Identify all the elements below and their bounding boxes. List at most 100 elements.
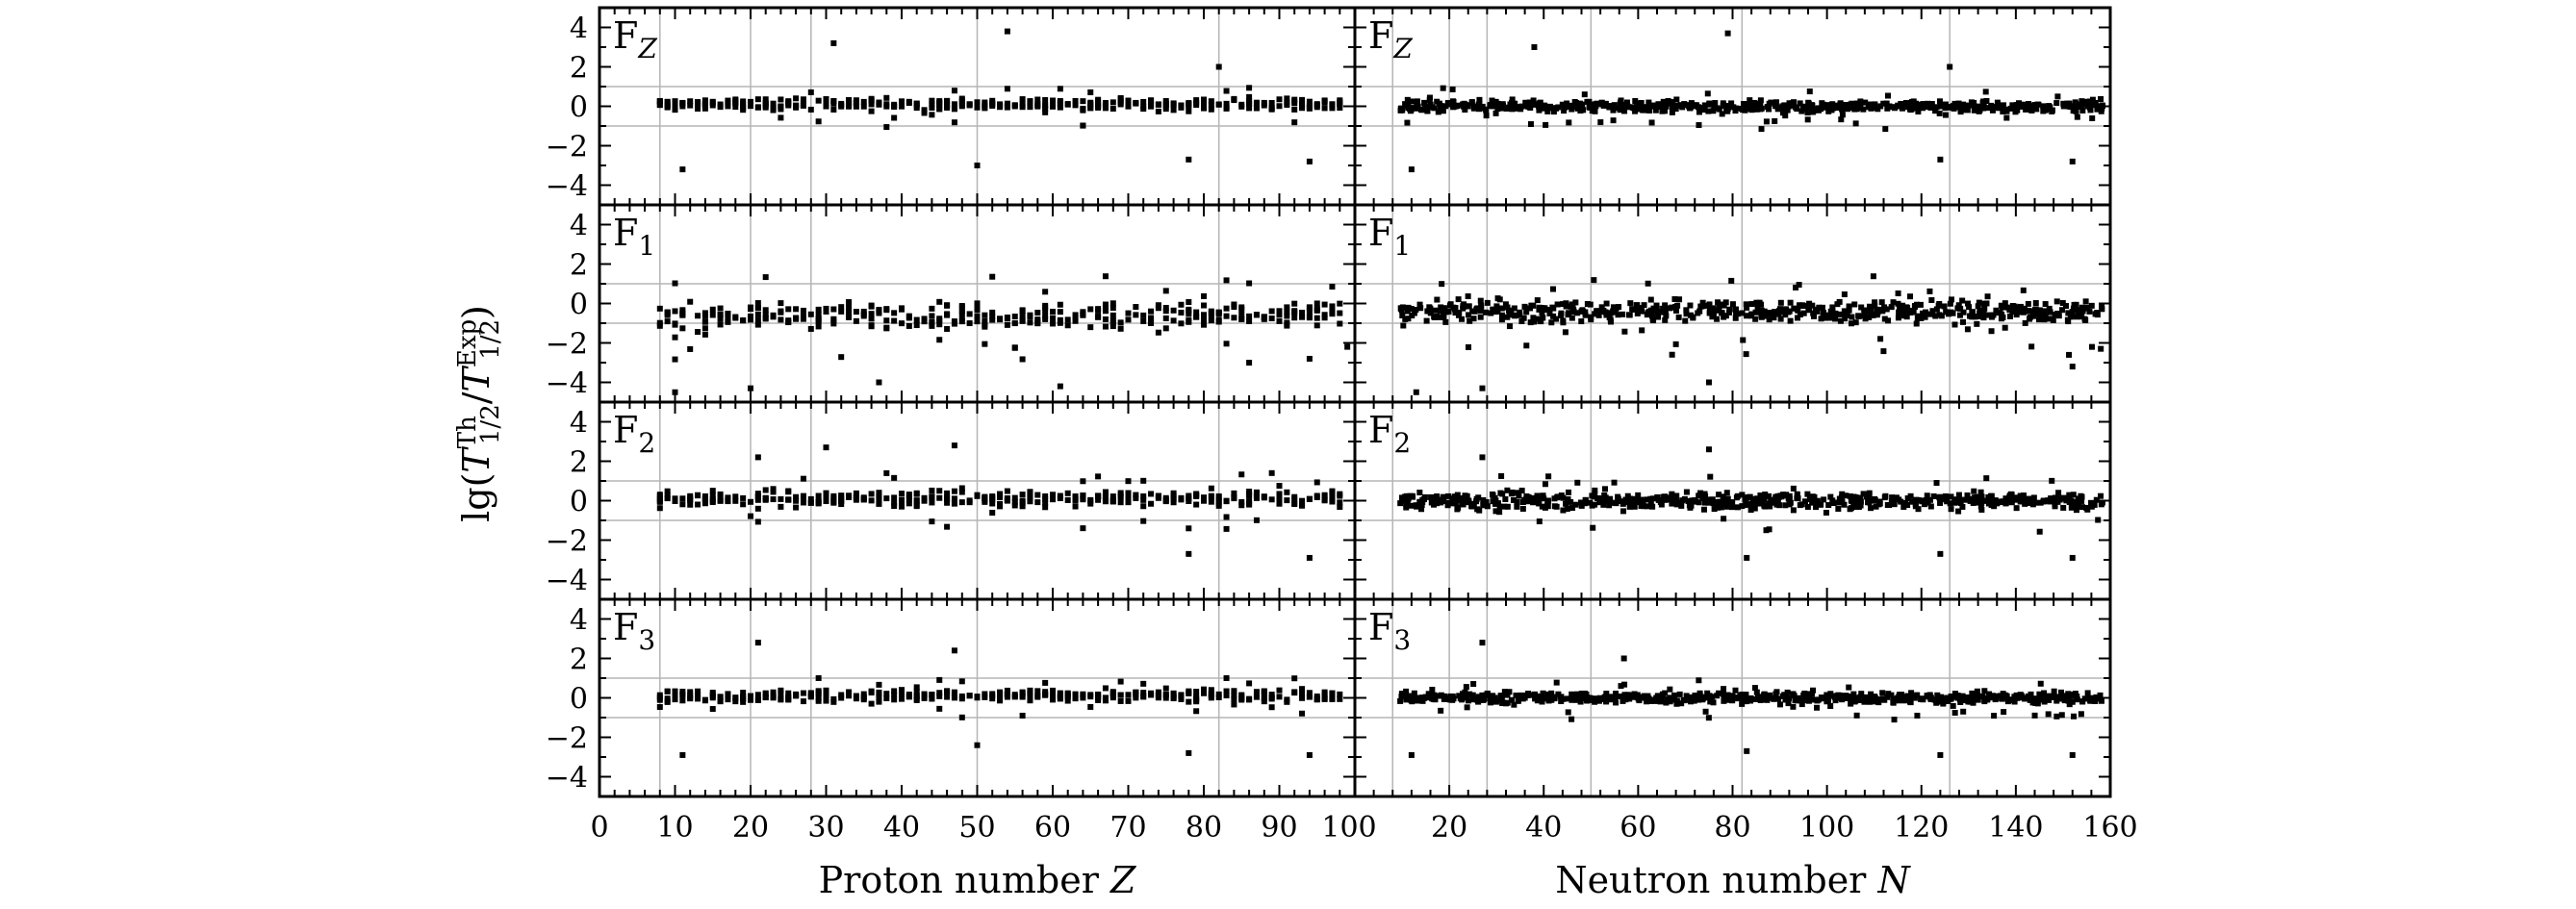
data-point	[982, 317, 988, 324]
data-point	[1596, 499, 1603, 506]
data-point	[1523, 342, 1530, 349]
data-point	[1587, 499, 1594, 506]
data-point	[1927, 104, 1934, 111]
data-point	[1314, 322, 1320, 329]
data-point	[1102, 273, 1109, 280]
data-point-outlier	[2069, 554, 2076, 561]
data-point	[1027, 498, 1033, 505]
data-point	[1109, 317, 1116, 324]
data-point	[664, 492, 671, 498]
data-point	[1942, 112, 1949, 118]
data-point	[913, 491, 920, 497]
data-point	[1927, 694, 1934, 701]
data-point	[1816, 304, 1823, 311]
data-point	[1268, 496, 1275, 503]
data-point	[1699, 303, 1706, 310]
data-point	[1635, 492, 1642, 498]
data-point	[913, 501, 920, 508]
data-point	[1148, 500, 1155, 507]
data-point	[725, 99, 731, 106]
data-point	[1109, 106, 1116, 113]
data-point	[1299, 501, 1306, 508]
data-point	[1927, 503, 1934, 510]
data-point	[1408, 105, 1415, 112]
data-point	[1231, 692, 1237, 698]
data-point	[1535, 496, 1542, 503]
data-point	[1751, 505, 1758, 512]
data-point	[1072, 317, 1079, 324]
data-point	[1276, 491, 1283, 497]
data-point	[679, 325, 686, 332]
data-point	[664, 495, 671, 502]
data-point	[1728, 100, 1735, 107]
data-point	[1148, 101, 1155, 108]
data-point	[1752, 316, 1759, 322]
data-point	[709, 694, 716, 701]
data-point	[1787, 299, 1794, 306]
data-point	[1284, 489, 1290, 495]
data-point-outlier	[754, 454, 761, 461]
data-point	[1616, 497, 1622, 504]
data-point	[1616, 304, 1622, 311]
data-point	[1284, 95, 1290, 102]
data-point	[1899, 692, 1905, 698]
data-point	[1882, 126, 1889, 133]
data-point	[1397, 697, 1404, 704]
data-point	[944, 495, 951, 502]
data-point	[725, 316, 731, 323]
data-point	[1438, 304, 1444, 311]
data-point	[778, 300, 784, 307]
data-point	[1140, 680, 1147, 687]
data-point	[2088, 697, 2095, 704]
data-point	[1466, 312, 1472, 318]
data-point	[1667, 698, 1673, 705]
data-point	[1988, 492, 1995, 499]
data-point	[1223, 341, 1230, 347]
data-point	[1231, 701, 1237, 708]
data-point-outlier	[2069, 158, 2076, 164]
data-point	[1971, 488, 1977, 494]
data-point	[989, 316, 996, 323]
data-point	[1208, 692, 1214, 698]
data-point	[1102, 308, 1109, 315]
data-point	[1516, 694, 1522, 701]
data-point	[1722, 313, 1729, 319]
data-point	[762, 104, 769, 111]
x-tick-label: 0	[590, 811, 608, 845]
data-point	[2067, 314, 2074, 320]
data-point	[1125, 310, 1132, 316]
data-point	[1299, 309, 1306, 316]
data-point-outlier	[1620, 655, 1627, 662]
data-point	[1201, 318, 1207, 325]
data-point	[1655, 314, 1662, 320]
data-point	[1186, 525, 1192, 532]
data-point	[1464, 492, 1470, 499]
data-point	[1506, 323, 1513, 330]
data-point	[1133, 100, 1139, 107]
data-point	[1208, 498, 1214, 505]
data-point	[1611, 102, 1618, 109]
data-point	[1140, 690, 1147, 696]
data-point	[1460, 303, 1467, 310]
data-point	[846, 97, 853, 104]
data-point	[2073, 107, 2079, 114]
data-point	[1671, 694, 1678, 700]
data-point	[1170, 694, 1177, 701]
data-point	[1774, 695, 1781, 702]
data-point	[778, 103, 784, 110]
data-point	[656, 319, 663, 326]
data-point	[1536, 518, 1543, 525]
data-point	[1523, 309, 1530, 316]
panel-tag: F3	[613, 606, 655, 656]
data-point-outlier	[830, 39, 837, 46]
data-point	[1246, 318, 1253, 325]
data-point	[1988, 328, 1995, 335]
data-point	[1518, 317, 1525, 324]
data-point	[830, 492, 837, 499]
y-tick-label: −4	[546, 762, 588, 795]
data-point	[1504, 692, 1511, 698]
data-point	[1455, 296, 1462, 303]
data-point	[701, 318, 708, 325]
data-point	[2002, 300, 2008, 307]
data-point	[1480, 496, 1487, 503]
